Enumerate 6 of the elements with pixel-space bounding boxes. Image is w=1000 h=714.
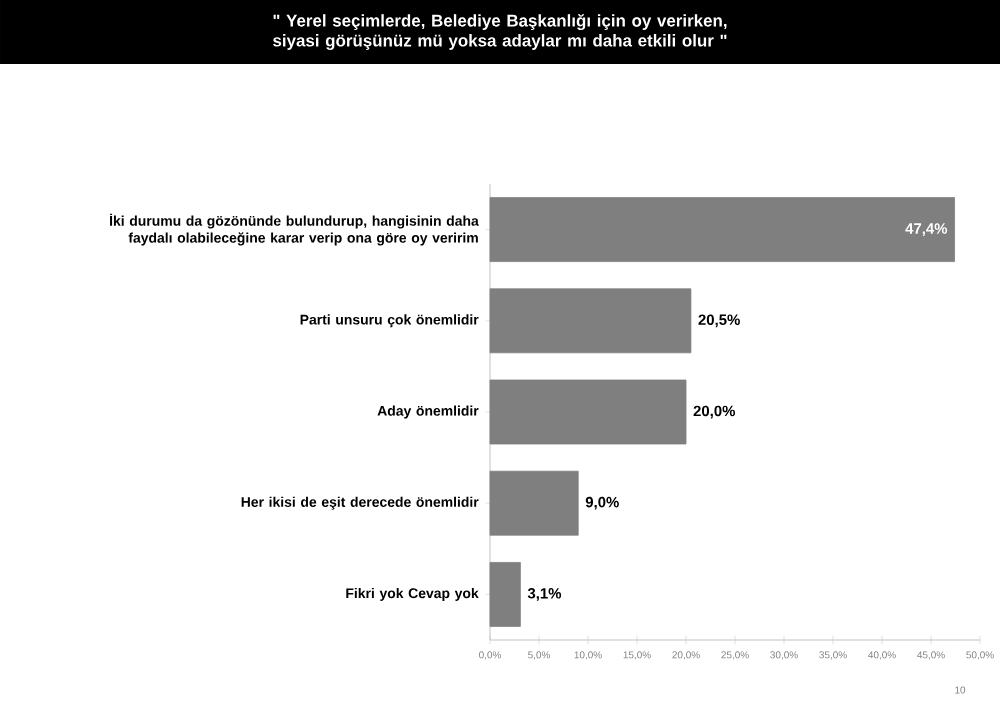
bar	[489, 197, 955, 263]
chart-title: " Yerel seçimlerde, Belediye Başkanlığı için oy verirken, siyasi görüşünüz mü yoksa adaylar mı daha etkili olur "	[273, 14, 727, 50]
bar	[489, 562, 521, 627]
bar	[489, 379, 687, 445]
bar	[489, 288, 692, 354]
bar	[489, 470, 579, 536]
